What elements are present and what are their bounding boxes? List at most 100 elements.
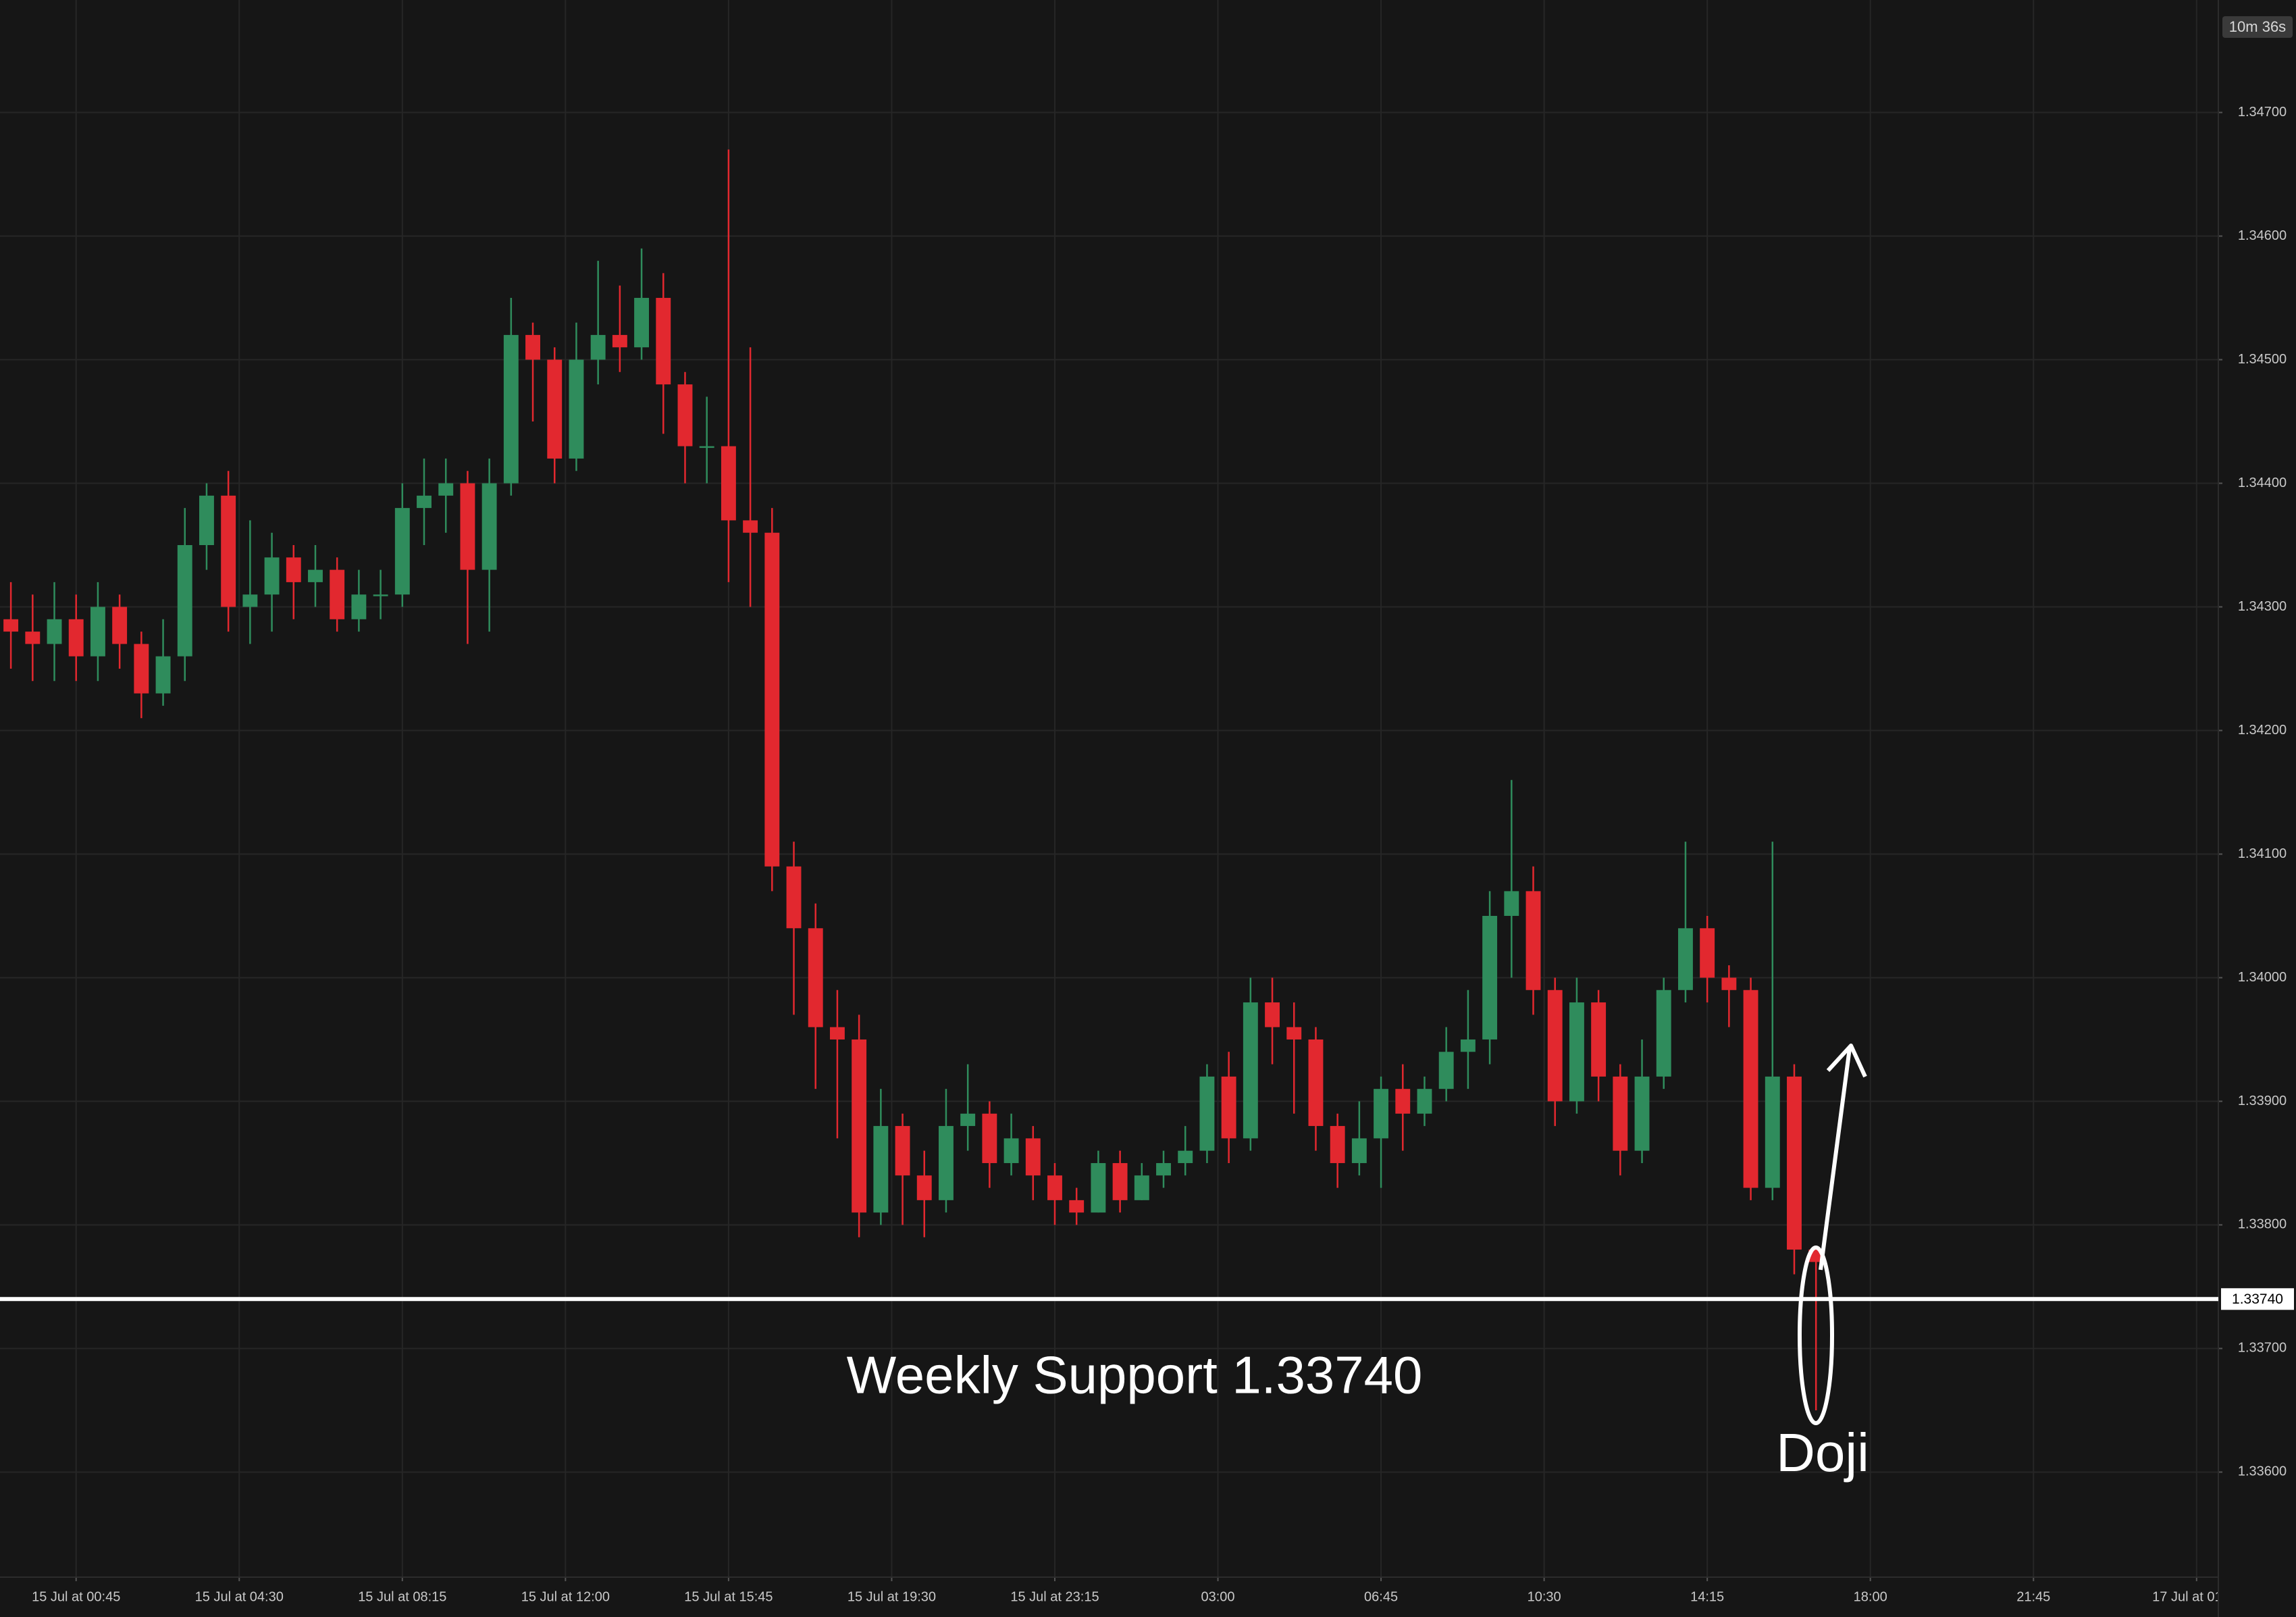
y-tick-label: 1.33600 <box>2238 1464 2287 1479</box>
candle-body <box>1656 990 1671 1077</box>
candle-body <box>873 1126 889 1213</box>
candle-body <box>1351 1138 1367 1163</box>
candle-body <box>1700 928 1715 978</box>
y-tick-label: 1.34700 <box>2238 105 2287 120</box>
candle-body <box>90 607 105 657</box>
candle-body <box>634 298 650 348</box>
candle-body <box>1525 891 1541 990</box>
candle-body <box>677 384 693 446</box>
y-tick-label: 1.34100 <box>2238 846 2287 861</box>
arrow-shaft <box>1819 1048 1852 1270</box>
candle-body <box>1417 1089 1432 1114</box>
support-text: Weekly Support 1.33740 <box>847 1345 1423 1405</box>
candle-body <box>721 446 736 521</box>
candle-body <box>786 866 802 929</box>
candle-body <box>481 483 497 570</box>
candle-body <box>351 594 367 619</box>
candle-body <box>764 532 780 867</box>
y-tick-label: 1.34400 <box>2238 476 2287 490</box>
candle-body <box>286 557 301 582</box>
doji-label: Doji <box>1776 1422 1869 1483</box>
doji-ellipse <box>1798 1246 1834 1425</box>
x-tick-label: 14:15 <box>1690 1589 1724 1604</box>
candle-body <box>590 334 606 360</box>
candle-body <box>1569 1002 1584 1102</box>
candle-body <box>1591 1002 1607 1077</box>
candle-body <box>939 1126 954 1200</box>
candle-body <box>895 1126 910 1176</box>
y-tick-label: 1.34300 <box>2238 599 2287 614</box>
candle-body <box>1199 1076 1215 1151</box>
candle-body <box>569 359 584 459</box>
x-tick-label: 17 Jul at 01:30 <box>2152 1589 2241 1604</box>
candle-body <box>1460 1039 1476 1052</box>
y-tick-label: 1.33800 <box>2238 1217 2287 1232</box>
candle-body <box>1047 1175 1062 1200</box>
y-tick-label: 1.34200 <box>2238 723 2287 738</box>
candle-body <box>1308 1039 1324 1127</box>
y-tick-label: 1.34000 <box>2238 970 2287 985</box>
y-tick-label: 1.33900 <box>2238 1094 2287 1108</box>
x-tick-label: 03:00 <box>1201 1589 1234 1604</box>
candle-body <box>264 557 280 595</box>
candle-body <box>417 495 432 509</box>
candle-body <box>1678 928 1693 990</box>
candle-body <box>1025 1138 1041 1176</box>
candle-body <box>829 1027 845 1040</box>
candle-body <box>612 334 627 348</box>
candle-body <box>525 334 540 360</box>
support-label: 1.33740 <box>2232 1291 2283 1307</box>
candles <box>3 149 1824 1410</box>
x-tick-label: 15 Jul at 08:15 <box>358 1589 446 1604</box>
candle-body <box>547 359 563 459</box>
candle-body <box>25 632 41 644</box>
candle-body <box>373 594 388 596</box>
candle-body <box>438 483 454 496</box>
candle-body <box>1178 1150 1193 1163</box>
x-tick-label: 18:00 <box>1854 1589 1887 1604</box>
x-tick-label: 15 Jul at 19:30 <box>847 1589 936 1604</box>
countdown-box <box>2222 16 2293 38</box>
candle-body <box>916 1175 932 1200</box>
candle-body <box>308 569 323 582</box>
candle-body <box>1069 1200 1085 1213</box>
candle-body <box>1003 1138 1019 1163</box>
arrow-head <box>1826 1044 1867 1078</box>
support-label-box <box>2221 1288 2294 1310</box>
candle-body <box>1243 1002 1258 1139</box>
candle-body <box>1374 1089 1389 1139</box>
candle-body <box>1613 1076 1628 1151</box>
candle-body <box>1091 1162 1106 1213</box>
x-tick-label: 21:45 <box>2016 1589 2050 1604</box>
countdown: 10m 36s <box>2229 18 2286 35</box>
candle-body <box>1286 1027 1302 1040</box>
x-tick-label: 06:45 <box>1364 1589 1398 1604</box>
x-tick-label: 15 Jul at 12:00 <box>521 1589 610 1604</box>
y-tick-label: 1.34600 <box>2238 228 2287 243</box>
candle-body <box>221 495 236 607</box>
y-tick-label: 1.33700 <box>2238 1341 2287 1356</box>
candle-body <box>68 619 84 657</box>
annotations <box>1798 1044 1867 1425</box>
y-tick-label: 1.34500 <box>2238 352 2287 367</box>
candle-body <box>1112 1162 1128 1200</box>
candle-body <box>1156 1162 1171 1176</box>
candle-body <box>699 446 714 448</box>
x-tick-label: 15 Jul at 23:15 <box>1010 1589 1099 1604</box>
candle-body <box>960 1113 976 1127</box>
candle-body <box>808 928 823 1027</box>
candle-body <box>1265 1002 1280 1027</box>
candle-body <box>982 1113 997 1163</box>
candle-body <box>656 298 671 385</box>
candle-body <box>1395 1089 1411 1114</box>
grid <box>0 0 2218 1577</box>
x-tick-label: 15 Jul at 00:45 <box>32 1589 120 1604</box>
candle-body <box>460 483 475 570</box>
candle-body <box>112 607 128 644</box>
candle-body <box>199 495 214 546</box>
candle-body <box>1721 977 1737 990</box>
candle-body <box>1765 1076 1780 1188</box>
